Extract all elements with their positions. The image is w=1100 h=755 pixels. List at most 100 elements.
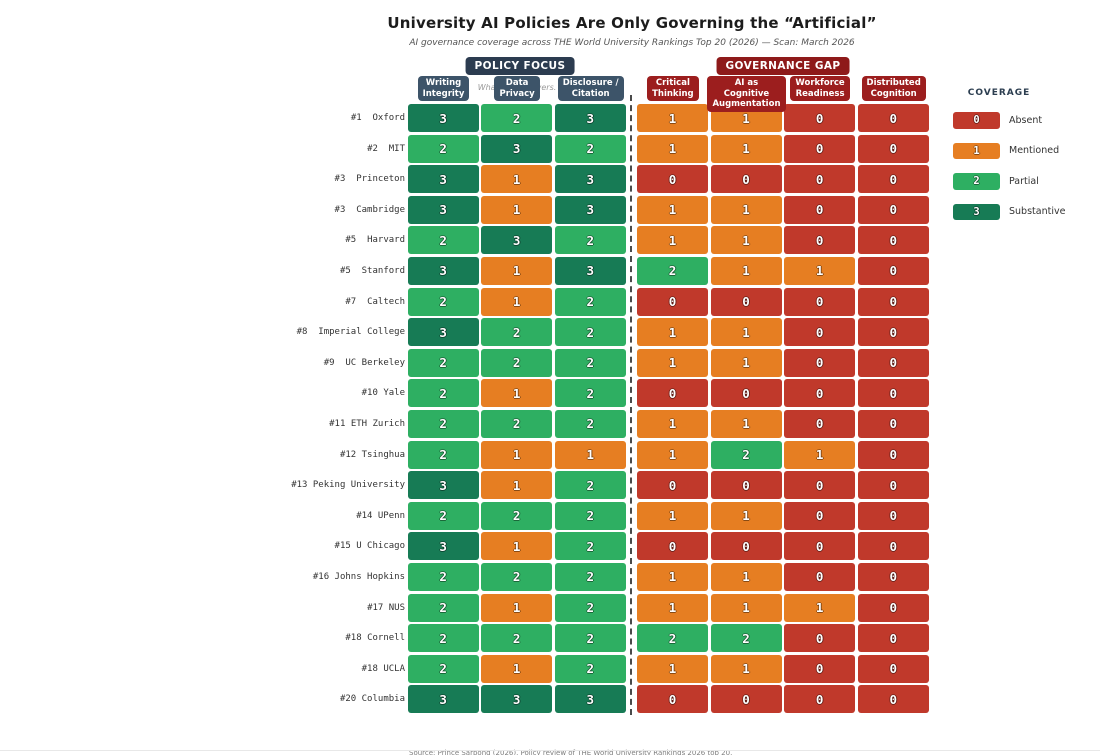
heatmap-cell: 3 — [481, 226, 553, 255]
heatmap-cell: 1 — [710, 654, 782, 683]
heatmap-cell: 1 — [784, 593, 856, 622]
heatmap-row: #3 Princeton 3 1 3 0 0 0 0 — [246, 165, 929, 194]
legend-item: 2 Partial — [953, 173, 1065, 190]
heatmap-cell: 0 — [857, 348, 929, 377]
heatmap-cell: 3 — [554, 195, 626, 224]
heatmap-cell: 2 — [407, 501, 479, 530]
row-label: #17 NUS — [367, 602, 405, 613]
heatmap-cell: 2 — [710, 440, 782, 469]
heatmap-cell: 2 — [407, 287, 479, 316]
heatmap-cell: 3 — [407, 318, 479, 347]
heatmap-cell: 2 — [554, 348, 626, 377]
legend-swatch: 2 — [953, 173, 1000, 190]
heatmap-cell: 0 — [636, 165, 708, 194]
heatmap-cell: 1 — [710, 593, 782, 622]
heatmap-cell: 0 — [857, 195, 929, 224]
heatmap-row: #15 U Chicago 3 1 2 0 0 0 0 — [246, 532, 929, 561]
heatmap-cell: 1 — [636, 409, 708, 438]
heatmap-cell: 0 — [784, 624, 856, 653]
heatmap-cell: 0 — [784, 287, 856, 316]
heatmap-cell: 0 — [857, 440, 929, 469]
heatmap-cell: 2 — [554, 562, 626, 591]
heatmap-cell: 1 — [481, 654, 553, 683]
heatmap-row: #11 ETH Zurich 2 2 2 1 1 0 0 — [246, 409, 929, 438]
heatmap-cell: 2 — [554, 471, 626, 500]
heatmap-row: #5 Harvard 2 3 2 1 1 0 0 — [246, 226, 929, 255]
chart-subtitle: AI governance coverage across THE World … — [409, 38, 855, 48]
heatmap-cell: 1 — [636, 348, 708, 377]
column-header-badge: Data Privacy — [494, 76, 540, 101]
heatmap-cell: 1 — [481, 287, 553, 316]
heatmap-row: #17 NUS 2 1 2 1 1 1 0 — [246, 593, 929, 622]
heatmap-cell: 0 — [857, 165, 929, 194]
heatmap-cell: 0 — [857, 256, 929, 285]
row-label: #15 U Chicago — [334, 541, 405, 552]
heatmap-cell: 1 — [710, 501, 782, 530]
heatmap-cell: 2 — [554, 134, 626, 163]
coverage-legend: COVERAGE 0 Absent 1 Mentioned 2 Partial 3 Subst… — [953, 88, 1065, 220]
row-label: #10 Yale — [361, 388, 405, 399]
heatmap-cell: 2 — [554, 409, 626, 438]
heatmap-row: #14 UPenn 2 2 2 1 1 0 0 — [246, 501, 929, 530]
heatmap-cell: 0 — [857, 134, 929, 163]
heatmap-cell: 0 — [857, 471, 929, 500]
heatmap-cell: 2 — [407, 624, 479, 653]
column-header-slot: Distributed Cognition — [858, 76, 929, 112]
heatmap-cell: 3 — [407, 685, 479, 714]
heatmap-cell: 0 — [710, 165, 782, 194]
heatmap-cell: 1 — [710, 318, 782, 347]
heatmap-cell: 1 — [481, 532, 553, 561]
heatmap-cell: 2 — [407, 562, 479, 591]
heatmap-cell: 3 — [554, 104, 626, 132]
heatmap-cell: 2 — [554, 654, 626, 683]
heatmap-cell: 0 — [857, 226, 929, 255]
heatmap-cell: 1 — [710, 562, 782, 591]
heatmap-cell: 1 — [710, 226, 782, 255]
heatmap-row: #16 Johns Hopkins 2 2 2 1 1 0 0 — [246, 562, 929, 591]
heatmap-cell: 2 — [554, 318, 626, 347]
heatmap-cell: 1 — [481, 593, 553, 622]
row-label: #13 Peking University — [291, 480, 405, 491]
row-label: #12 Tsinghua — [339, 449, 405, 460]
row-label: #5 Stanford — [339, 265, 405, 276]
heatmap-cell: 1 — [784, 440, 856, 469]
heatmap-row: #2 MIT 2 3 2 1 1 0 0 — [246, 134, 929, 163]
heatmap-cell: 2 — [554, 287, 626, 316]
heatmap-cell: 0 — [784, 532, 856, 561]
column-header-row: Writing Integrity Data Privacy Disclosure … — [408, 76, 929, 112]
heatmap-cell: 0 — [857, 318, 929, 347]
heatmap-row: #12 Tsinghua 2 1 1 1 2 1 0 — [246, 440, 929, 469]
heatmap-cell: 0 — [857, 654, 929, 683]
heatmap-cell: 2 — [407, 134, 479, 163]
heatmap-cell: 0 — [784, 226, 856, 255]
row-label: #5 Harvard — [345, 235, 405, 246]
heatmap-cell: 2 — [407, 348, 479, 377]
column-header-badge: Disclosure / Citation — [557, 76, 624, 101]
heatmap-cell: 2 — [636, 256, 708, 285]
heatmap-cell: 2 — [407, 226, 479, 255]
heatmap-cell: 0 — [636, 532, 708, 561]
heatmap-cell: 0 — [710, 532, 782, 561]
heatmap-cell: 0 — [784, 318, 856, 347]
bottom-divider-line — [0, 750, 1100, 751]
legend-label: Absent — [1009, 114, 1043, 126]
legend-label: Partial — [1009, 175, 1039, 187]
heatmap-cell: 2 — [407, 440, 479, 469]
heatmap-cell: 0 — [636, 685, 708, 714]
heatmap-cell: 2 — [710, 624, 782, 653]
heatmap-cell: 1 — [710, 348, 782, 377]
heatmap-row: #3 Cambridge 3 1 3 1 1 0 0 — [246, 195, 929, 224]
heatmap-cell: 1 — [636, 654, 708, 683]
legend-swatch: 1 — [953, 142, 1000, 159]
heatmap-cell: 2 — [554, 593, 626, 622]
heatmap-cell: 0 — [710, 685, 782, 714]
heatmap-cell: 1 — [636, 440, 708, 469]
heatmap-cell: 1 — [636, 134, 708, 163]
heatmap-cell: 0 — [857, 379, 929, 408]
heatmap-row: #5 Stanford 3 1 3 2 1 1 0 — [246, 256, 929, 285]
heatmap-cell: 0 — [784, 409, 856, 438]
heatmap-cell: 0 — [710, 287, 782, 316]
heatmap-row: #7 Caltech 2 1 2 0 0 0 0 — [246, 287, 929, 316]
legend-title: COVERAGE — [967, 88, 1031, 98]
